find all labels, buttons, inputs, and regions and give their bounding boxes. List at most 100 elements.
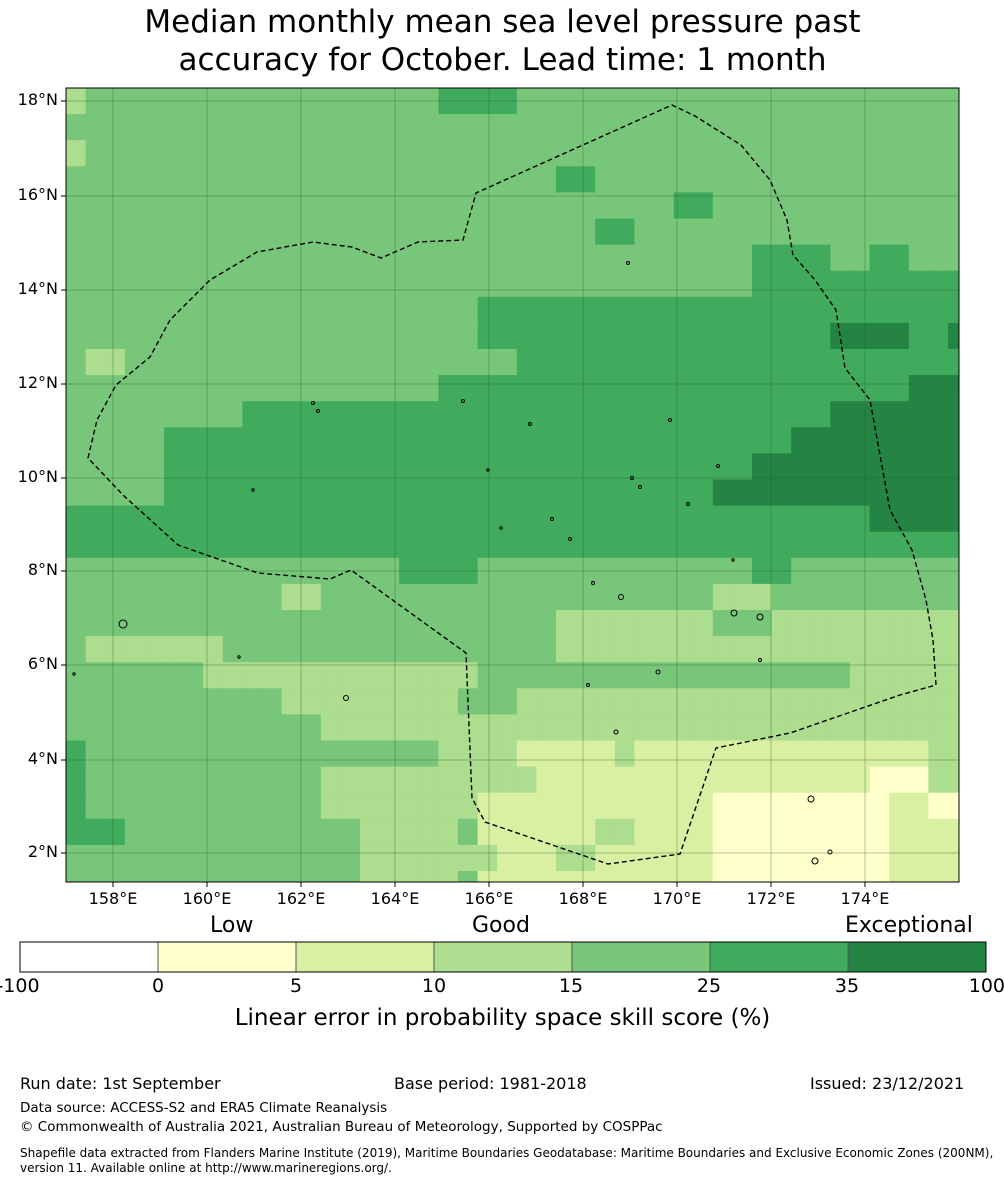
skill-cell bbox=[183, 583, 204, 611]
skill-cell bbox=[66, 740, 87, 768]
skill-cell bbox=[340, 114, 361, 141]
skill-cell bbox=[830, 688, 851, 715]
skill-cell bbox=[222, 88, 243, 115]
skill-cell bbox=[360, 610, 381, 637]
island-outline bbox=[316, 409, 320, 413]
skill-cell bbox=[516, 296, 537, 324]
skill-cell bbox=[360, 531, 381, 559]
skill-cell bbox=[869, 792, 890, 820]
skill-cell bbox=[928, 531, 949, 559]
skill-cell bbox=[340, 322, 361, 350]
skill-cell bbox=[360, 88, 381, 115]
skill-cell bbox=[732, 871, 753, 882]
skill-cell bbox=[810, 218, 831, 246]
skill-cell bbox=[556, 322, 577, 350]
skill-cell bbox=[320, 505, 341, 533]
colorbar-label: Linear error in probability space skill … bbox=[234, 1005, 771, 1031]
skill-cell bbox=[948, 557, 959, 585]
skill-cell bbox=[262, 114, 283, 141]
skill-cell bbox=[203, 192, 224, 220]
skill-cell bbox=[262, 401, 283, 428]
skill-cell bbox=[830, 792, 851, 820]
skill-cell bbox=[752, 531, 773, 559]
skill-cell bbox=[654, 453, 675, 481]
skill-cell bbox=[928, 818, 949, 846]
skill-cell bbox=[889, 610, 910, 637]
skill-cell bbox=[889, 192, 910, 220]
skill-cell bbox=[556, 401, 577, 428]
skill-cell bbox=[908, 270, 929, 298]
skill-cell bbox=[693, 166, 714, 193]
skill-cell bbox=[183, 88, 204, 115]
skill-cell bbox=[144, 714, 165, 742]
skill-cell bbox=[928, 636, 949, 663]
skill-cell bbox=[320, 766, 341, 794]
skill-cell bbox=[458, 871, 479, 882]
skill-cell bbox=[712, 270, 733, 298]
skill-cell bbox=[477, 688, 498, 715]
skill-cell bbox=[908, 453, 929, 481]
skill-cell bbox=[399, 270, 420, 298]
skill-cell bbox=[654, 349, 675, 376]
skill-cell bbox=[320, 244, 341, 272]
skill-cell bbox=[693, 531, 714, 559]
skill-cell bbox=[634, 662, 655, 689]
skill-cell bbox=[752, 322, 773, 350]
skill-cell bbox=[791, 636, 812, 663]
skill-cell bbox=[399, 818, 420, 846]
skill-cell bbox=[438, 636, 459, 663]
skill-cell bbox=[712, 192, 733, 220]
skill-cell bbox=[595, 662, 616, 689]
skill-cell bbox=[752, 244, 773, 272]
skill-cell bbox=[124, 218, 145, 246]
skill-cell bbox=[477, 166, 498, 193]
skill-cell bbox=[85, 140, 106, 167]
skill-cell bbox=[222, 505, 243, 533]
skill-cell bbox=[340, 479, 361, 507]
skill-cell bbox=[634, 218, 655, 246]
skill-cell bbox=[203, 453, 224, 481]
skill-cell bbox=[948, 714, 959, 742]
skill-cell bbox=[438, 688, 459, 715]
skill-cell bbox=[144, 479, 165, 507]
skill-cell bbox=[281, 766, 302, 794]
skill-cell bbox=[575, 140, 596, 167]
skill-cell bbox=[516, 427, 537, 454]
skill-cell bbox=[869, 531, 890, 559]
skill-cell bbox=[869, 114, 890, 141]
skill-cell bbox=[771, 322, 792, 350]
skill-cell bbox=[438, 766, 459, 794]
skill-cell bbox=[340, 296, 361, 324]
skill-cell bbox=[693, 401, 714, 428]
skill-cell bbox=[654, 792, 675, 820]
skill-cell bbox=[614, 818, 635, 846]
skill-cell bbox=[673, 505, 694, 533]
skill-cell bbox=[673, 401, 694, 428]
skill-cell bbox=[575, 740, 596, 768]
skill-cell bbox=[281, 427, 302, 454]
skill-cell bbox=[595, 114, 616, 141]
skill-cell bbox=[556, 714, 577, 742]
skill-cell bbox=[379, 453, 400, 481]
skill-cell bbox=[497, 349, 518, 376]
skill-cell bbox=[830, 244, 851, 272]
skill-cell bbox=[320, 740, 341, 768]
skill-cell bbox=[575, 583, 596, 611]
skill-cell bbox=[869, 636, 890, 663]
skill-cell bbox=[399, 453, 420, 481]
skill-cell bbox=[340, 766, 361, 794]
skill-cell bbox=[908, 636, 929, 663]
skill-cell bbox=[105, 583, 126, 611]
skill-cell bbox=[536, 453, 557, 481]
skill-cell bbox=[536, 270, 557, 298]
skill-cell bbox=[948, 88, 959, 115]
skill-cell bbox=[144, 688, 165, 715]
skill-cell bbox=[124, 688, 145, 715]
skill-cell bbox=[281, 296, 302, 324]
skill-cell bbox=[673, 427, 694, 454]
skill-cell bbox=[889, 296, 910, 324]
skill-cell bbox=[771, 844, 792, 872]
skill-cell bbox=[771, 453, 792, 481]
skill-cell bbox=[379, 218, 400, 246]
skill-cell bbox=[556, 844, 577, 872]
